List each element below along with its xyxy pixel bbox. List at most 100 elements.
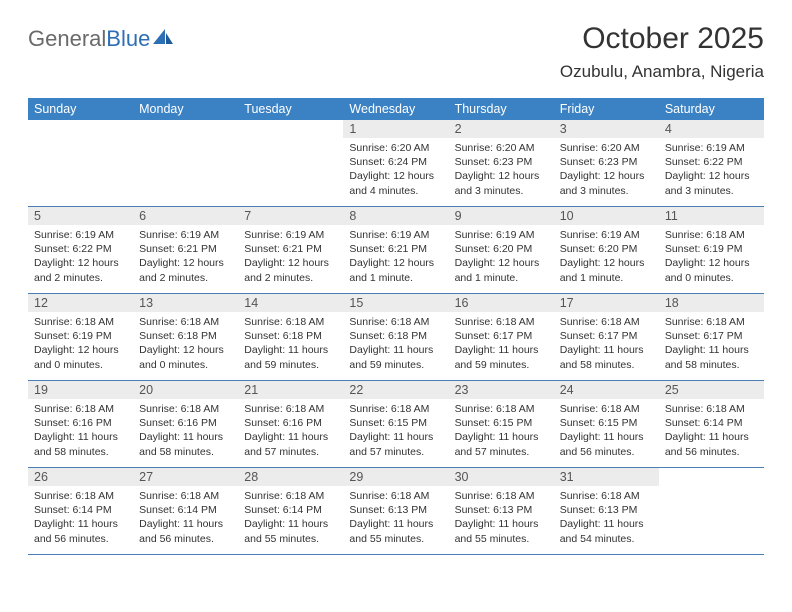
- day-info: Sunrise: 6:18 AMSunset: 6:13 PMDaylight:…: [343, 489, 448, 546]
- sunset-text: Sunset: 6:22 PM: [34, 242, 127, 256]
- day-info: Sunrise: 6:19 AMSunset: 6:22 PMDaylight:…: [659, 141, 764, 198]
- sunrise-text: Sunrise: 6:18 AM: [560, 402, 653, 416]
- sunset-text: Sunset: 6:13 PM: [349, 503, 442, 517]
- sunrise-text: Sunrise: 6:18 AM: [349, 402, 442, 416]
- day-info: Sunrise: 6:19 AMSunset: 6:20 PMDaylight:…: [554, 228, 659, 285]
- sunrise-text: Sunrise: 6:18 AM: [455, 489, 548, 503]
- day-number: 20: [133, 381, 238, 399]
- day-cell: 29Sunrise: 6:18 AMSunset: 6:13 PMDayligh…: [343, 468, 448, 554]
- day-number: 9: [449, 207, 554, 225]
- day-info: Sunrise: 6:18 AMSunset: 6:18 PMDaylight:…: [343, 315, 448, 372]
- day-number: 25: [659, 381, 764, 399]
- day-cell: 20 Sunrise: 6:18 AMSunset: 6:16 PMDayligh…: [133, 381, 238, 467]
- sunrise-text: Sunrise: 6:18 AM: [455, 402, 548, 416]
- sunrise-text: Sunrise: 6:18 AM: [665, 315, 758, 329]
- sunset-text: Sunset: 6:21 PM: [244, 242, 337, 256]
- daylight-line1: Daylight: 12 hours: [34, 343, 127, 357]
- day-number: 16: [449, 294, 554, 312]
- sunset-text: Sunset: 6:14 PM: [244, 503, 337, 517]
- header: General Blue October 2025 Ozubulu, Anamb…: [28, 22, 764, 82]
- logo-sail-icon: [151, 27, 175, 47]
- day-number: 14: [238, 294, 343, 312]
- day-info: Sunrise: 6:18 AMSunset: 6:15 PMDaylight:…: [554, 402, 659, 459]
- daylight-line2: and 59 minutes.: [349, 358, 442, 372]
- sunrise-text: Sunrise: 6:18 AM: [665, 228, 758, 242]
- sunrise-text: Sunrise: 6:19 AM: [455, 228, 548, 242]
- day-number: 8: [343, 207, 448, 225]
- daylight-line1: Daylight: 11 hours: [139, 430, 232, 444]
- day-info: Sunrise: 6:18 AMSunset: 6:14 PMDaylight:…: [28, 489, 133, 546]
- sunrise-text: Sunrise: 6:20 AM: [349, 141, 442, 155]
- day-cell: 25 Sunrise: 6:18 AMSunset: 6:14 PMDayligh…: [659, 381, 764, 467]
- daylight-line2: and 57 minutes.: [244, 445, 337, 459]
- daylight-line1: Daylight: 12 hours: [244, 256, 337, 270]
- sunset-text: Sunset: 6:20 PM: [455, 242, 548, 256]
- day-cell: 6 Sunrise: 6:19 AMSunset: 6:21 PMDaylight…: [133, 207, 238, 293]
- daylight-line2: and 3 minutes.: [455, 184, 548, 198]
- daylight-line2: and 58 minutes.: [560, 358, 653, 372]
- daylight-line2: and 56 minutes.: [560, 445, 653, 459]
- day-number: 28: [238, 468, 343, 486]
- daylight-line1: Daylight: 12 hours: [349, 169, 442, 183]
- daylight-line1: Daylight: 11 hours: [34, 517, 127, 531]
- daylight-line2: and 58 minutes.: [139, 445, 232, 459]
- daylight-line1: Daylight: 11 hours: [34, 430, 127, 444]
- daylight-line2: and 2 minutes.: [244, 271, 337, 285]
- day-info: Sunrise: 6:18 AMSunset: 6:16 PMDaylight:…: [133, 402, 238, 459]
- daylight-line2: and 58 minutes.: [665, 358, 758, 372]
- day-cell: 19Sunrise: 6:18 AMSunset: 6:16 PMDayligh…: [28, 381, 133, 467]
- daylight-line2: and 55 minutes.: [349, 532, 442, 546]
- sunset-text: Sunset: 6:13 PM: [455, 503, 548, 517]
- daylight-line1: Daylight: 12 hours: [665, 169, 758, 183]
- daylight-line1: Daylight: 12 hours: [455, 169, 548, 183]
- day-number: [28, 120, 133, 138]
- sunset-text: Sunset: 6:21 PM: [139, 242, 232, 256]
- sunrise-text: Sunrise: 6:20 AM: [455, 141, 548, 155]
- daylight-line1: Daylight: 11 hours: [455, 517, 548, 531]
- daylight-line2: and 0 minutes.: [665, 271, 758, 285]
- logo-text-blue: Blue: [106, 26, 150, 52]
- day-cell: 12Sunrise: 6:18 AMSunset: 6:19 PMDayligh…: [28, 294, 133, 380]
- day-info: Sunrise: 6:18 AMSunset: 6:17 PMDaylight:…: [449, 315, 554, 372]
- day-info: Sunrise: 6:18 AMSunset: 6:17 PMDaylight:…: [659, 315, 764, 372]
- sunset-text: Sunset: 6:23 PM: [560, 155, 653, 169]
- day-info: Sunrise: 6:18 AMSunset: 6:16 PMDaylight:…: [238, 402, 343, 459]
- day-cell: [659, 468, 764, 554]
- daylight-line2: and 59 minutes.: [244, 358, 337, 372]
- day-number: [659, 468, 764, 486]
- day-cell: 9Sunrise: 6:19 AMSunset: 6:20 PMDaylight…: [449, 207, 554, 293]
- sunrise-text: Sunrise: 6:18 AM: [455, 315, 548, 329]
- daylight-line1: Daylight: 12 hours: [560, 169, 653, 183]
- day-number: 6: [133, 207, 238, 225]
- sunset-text: Sunset: 6:15 PM: [560, 416, 653, 430]
- daylight-line1: Daylight: 12 hours: [665, 256, 758, 270]
- sunset-text: Sunset: 6:17 PM: [665, 329, 758, 343]
- day-info: Sunrise: 6:19 AMSunset: 6:21 PMDaylight:…: [133, 228, 238, 285]
- sunrise-text: Sunrise: 6:18 AM: [244, 489, 337, 503]
- day-number: 30: [449, 468, 554, 486]
- day-number: 19: [28, 381, 133, 399]
- day-info: Sunrise: 6:18 AMSunset: 6:14 PMDaylight:…: [659, 402, 764, 459]
- day-info: Sunrise: 6:18 AMSunset: 6:19 PMDaylight:…: [659, 228, 764, 285]
- daylight-line2: and 57 minutes.: [349, 445, 442, 459]
- sunset-text: Sunset: 6:20 PM: [560, 242, 653, 256]
- sunset-text: Sunset: 6:18 PM: [349, 329, 442, 343]
- day-header-sun: Sunday: [28, 98, 133, 120]
- day-cell: 11Sunrise: 6:18 AMSunset: 6:19 PMDayligh…: [659, 207, 764, 293]
- day-number: 1: [343, 120, 448, 138]
- daylight-line2: and 1 minute.: [349, 271, 442, 285]
- day-cell: 16 Sunrise: 6:18 AMSunset: 6:17 PMDayligh…: [449, 294, 554, 380]
- week-row: 19Sunrise: 6:18 AMSunset: 6:16 PMDayligh…: [28, 381, 764, 468]
- week-row: 12Sunrise: 6:18 AMSunset: 6:19 PMDayligh…: [28, 294, 764, 381]
- sunset-text: Sunset: 6:14 PM: [665, 416, 758, 430]
- logo: General Blue: [28, 22, 175, 52]
- daylight-line2: and 56 minutes.: [34, 532, 127, 546]
- day-number: 27: [133, 468, 238, 486]
- day-number: 31: [554, 468, 659, 486]
- day-header-wed: Wednesday: [343, 98, 448, 120]
- location-text: Ozubulu, Anambra, Nigeria: [560, 62, 764, 82]
- day-info: Sunrise: 6:18 AMSunset: 6:19 PMDaylight:…: [28, 315, 133, 372]
- sunrise-text: Sunrise: 6:18 AM: [560, 489, 653, 503]
- day-number: 17: [554, 294, 659, 312]
- day-cell: 18Sunrise: 6:18 AMSunset: 6:17 PMDayligh…: [659, 294, 764, 380]
